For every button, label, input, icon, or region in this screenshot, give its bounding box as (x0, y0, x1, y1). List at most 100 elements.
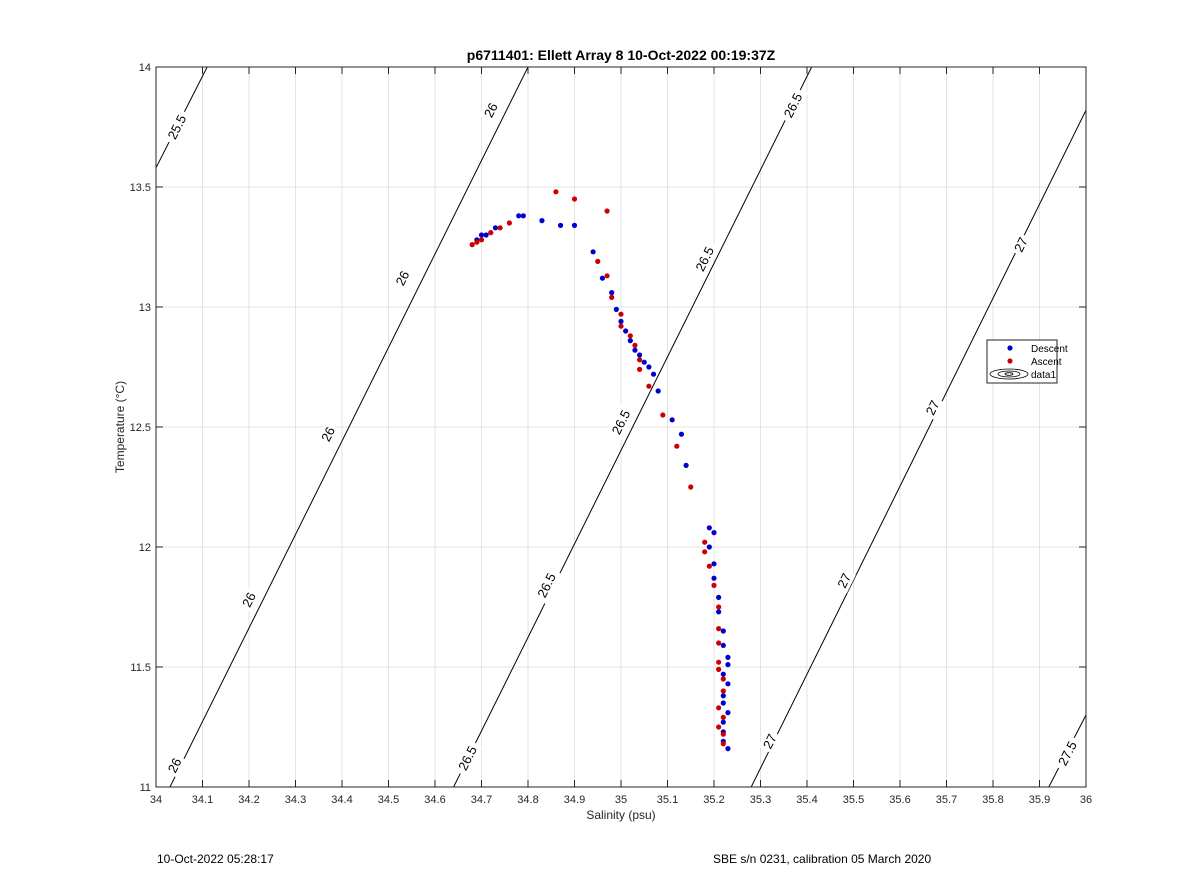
legend: Descent Ascent data1 (986, 339, 1068, 384)
data-point (613, 306, 619, 312)
contour-label: 26 (239, 590, 259, 610)
x-tick-label: 35.4 (796, 794, 817, 806)
contour-label-bg (920, 395, 945, 421)
legend-marker (1007, 345, 1013, 351)
y-tick-label: 11.5 (130, 662, 151, 674)
data-point (720, 693, 726, 699)
data-point (627, 338, 633, 344)
x-tick-label: 35.3 (750, 794, 771, 806)
ticks (155, 66, 1087, 788)
data-point (678, 431, 685, 437)
x-tick-label: 34 (150, 794, 162, 806)
x-tick-label: 35.6 (889, 794, 910, 806)
data-point (720, 714, 726, 721)
data-point (716, 666, 722, 673)
data-point (618, 323, 624, 329)
data-point (655, 388, 661, 394)
contour-label: 27 (923, 398, 943, 418)
data-point (488, 230, 494, 236)
data-point (683, 462, 689, 468)
x-tick-label: 34.1 (192, 794, 213, 806)
data-point (520, 213, 526, 219)
x-tick-label: 35.5 (843, 794, 864, 806)
y-tick-label: 13.5 (130, 182, 151, 194)
data-point (627, 333, 633, 339)
legend-label: Ascent (1031, 357, 1062, 368)
x-tick-label: 35 (615, 794, 627, 806)
data-point (711, 582, 717, 589)
legend-label: data1 (1031, 370, 1056, 381)
data-point (557, 222, 564, 228)
x-tick-label: 35.9 (1029, 794, 1050, 806)
data-point (478, 237, 485, 243)
x-tick-label: 36 (1080, 794, 1092, 806)
calibration-note: SBE s/n 0231, calibration 05 March 2020 (713, 852, 932, 866)
x-tick-label: 34.7 (471, 794, 492, 806)
data-point (716, 594, 722, 601)
legend-contour-icon (997, 370, 1021, 378)
contour-label: 27 (760, 732, 780, 752)
legend-marker (1007, 358, 1013, 364)
legend-contour-icon (1004, 372, 1014, 376)
y-tick-label: 12.5 (130, 422, 151, 434)
x-axis-label: Salinity (psu) (586, 808, 655, 822)
data-point (706, 563, 712, 569)
data-point (599, 275, 606, 281)
data-point (716, 640, 722, 646)
data-point (720, 676, 726, 682)
data-point (571, 196, 578, 202)
y-axis-label: Temperature (°C) (113, 381, 127, 473)
data-point (720, 700, 726, 706)
print-timestamp: 10-Oct-2022 05:28:17 (157, 852, 274, 866)
data-point (720, 719, 726, 725)
data-point (637, 357, 643, 363)
data-point (618, 311, 624, 317)
contour-label-bg (758, 728, 782, 754)
contour-label-bg (832, 568, 856, 594)
data-point (720, 731, 726, 737)
data-point (646, 383, 652, 389)
data-point (711, 530, 717, 536)
data-point (646, 364, 652, 370)
tick-labels: 34 34.1 34.2 34.3 34.4 34.5 34.6 34.7 34.8 34.9 35… (130, 62, 1093, 806)
data-point (609, 294, 615, 300)
data-point (669, 417, 675, 423)
contour-label-bg (1052, 734, 1083, 773)
data-point (688, 484, 694, 490)
contour-label-bg (237, 587, 261, 613)
data-point (716, 609, 722, 615)
contour-label-bg (390, 265, 415, 291)
data-point (716, 626, 722, 632)
data-point (725, 746, 731, 752)
data-point (720, 741, 726, 747)
legend-label: Descent (1031, 344, 1068, 355)
legend-item: data1 (989, 368, 1056, 381)
contour-label-bg (479, 97, 503, 123)
data-point (516, 213, 522, 219)
data-point (720, 628, 726, 634)
x-tick-label: 34.5 (378, 794, 399, 806)
data-point (590, 249, 596, 255)
contour-label-bg (162, 752, 187, 778)
data-point (609, 290, 615, 296)
legend-item: Descent (1007, 344, 1068, 355)
data-point (571, 222, 578, 228)
data-point (716, 604, 722, 610)
contour-label-bg (689, 240, 720, 278)
contour-label: 26 (318, 424, 338, 444)
data-point (492, 225, 499, 231)
contour-line-26.5 (453, 67, 813, 787)
data-point (478, 232, 485, 238)
contour-label-bg (531, 566, 562, 605)
x-tick-label: 34.3 (285, 794, 306, 806)
x-tick-label: 34.6 (424, 794, 445, 806)
data-point (716, 724, 722, 730)
data-point (623, 328, 629, 334)
x-tick-label: 35.8 (982, 794, 1003, 806)
x-tick-label: 34.2 (238, 794, 259, 806)
x-tick-label: 35.7 (936, 794, 957, 806)
data-point (711, 561, 717, 567)
data-point (725, 710, 731, 716)
legend-item: Ascent (1007, 357, 1062, 368)
